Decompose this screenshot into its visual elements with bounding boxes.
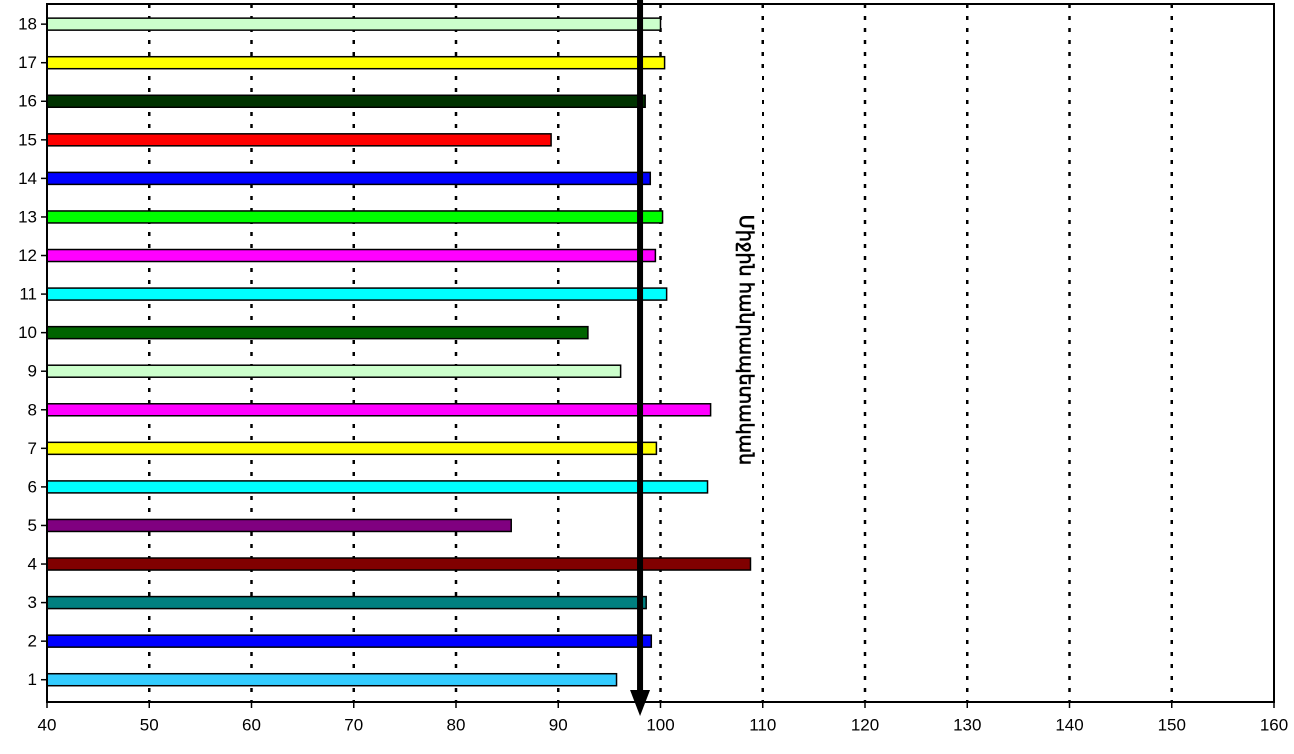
y-tick-label-15: 15	[18, 130, 37, 149]
x-axis-ticks: 40 50 60 70 80 90 100 110 120 130 140 150 160	[38, 702, 1288, 734]
bar-12	[46, 248, 657, 263]
y-tick-label-14: 14	[18, 169, 37, 188]
annotation-background	[728, 68, 762, 520]
y-tick-label-6: 6	[28, 477, 37, 496]
bar-14	[46, 171, 652, 186]
y-tick-label-13: 13	[18, 207, 37, 226]
y-tick-label-3: 3	[28, 593, 37, 612]
y-tick-label-1: 1	[28, 670, 37, 689]
y-tick-label-7: 7	[28, 439, 37, 458]
x-tick-label-140: 140	[1055, 715, 1083, 734]
y-tick-label-8: 8	[28, 400, 37, 419]
bar-18	[46, 17, 662, 31]
y-tick-label-18: 18	[18, 15, 37, 34]
x-tick-label-60: 60	[242, 715, 261, 734]
y-tick-label-12: 12	[18, 246, 37, 265]
annotation-label: Միջին հանրապետական	[735, 215, 756, 465]
x-tick-label-50: 50	[140, 715, 159, 734]
bar-2	[46, 634, 653, 648]
bar-7	[46, 441, 658, 456]
bar-8	[46, 403, 712, 417]
gridlines	[148, 4, 1173, 702]
x-tick-label-110: 110	[749, 715, 776, 734]
bar-17	[46, 55, 666, 70]
bar-5	[46, 518, 512, 533]
bar-10	[46, 325, 589, 340]
x-tick-label-40: 40	[38, 715, 57, 734]
y-tick-label-9: 9	[28, 362, 37, 381]
bar-11	[46, 287, 668, 301]
x-tick-label-70: 70	[344, 715, 363, 734]
y-tick-label-17: 17	[18, 53, 37, 72]
average-arrow	[630, 0, 651, 716]
bar-13	[46, 210, 664, 224]
y-tick-label-5: 5	[28, 516, 37, 535]
bar-1	[46, 672, 618, 687]
bars	[46, 17, 752, 687]
bar-4	[46, 557, 752, 571]
bar-15	[46, 133, 552, 147]
y-tick-label-2: 2	[28, 632, 37, 651]
bar-9	[46, 364, 622, 378]
y-tick-label-4: 4	[28, 555, 37, 574]
bar-6	[46, 480, 709, 494]
x-tick-label-130: 130	[953, 715, 981, 734]
x-tick-label-150: 150	[1158, 715, 1186, 734]
x-tick-label-80: 80	[447, 715, 466, 734]
x-tick-label-100: 100	[646, 715, 674, 734]
arrow-head	[630, 690, 651, 716]
x-tick-label-90: 90	[549, 715, 568, 734]
bar-3	[46, 595, 647, 610]
x-tick-label-120: 120	[851, 715, 879, 734]
y-tick-label-10: 10	[18, 323, 37, 342]
bar-16	[46, 94, 646, 109]
y-tick-label-16: 16	[18, 92, 37, 111]
x-tick-label-160: 160	[1260, 715, 1288, 734]
y-tick-label-11: 11	[19, 285, 37, 304]
